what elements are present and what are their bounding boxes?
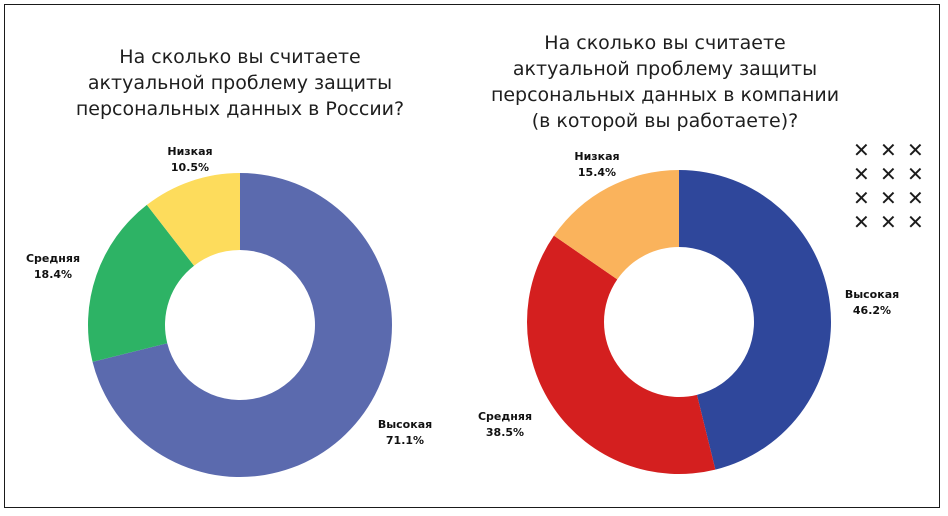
cross-icon: ✕ [880, 210, 897, 234]
title-line: актуальной проблему защиты [512, 58, 818, 80]
slice-category-label: Высокая [378, 418, 432, 431]
cross-icon: ✕ [880, 186, 897, 210]
donut-slice-medium [527, 235, 716, 475]
slice-category-label: Средняя [478, 410, 532, 423]
slice-value-label: 10.5% [171, 161, 209, 174]
cross-icon: ✕ [907, 162, 924, 186]
title-line: (в которой вы работаете)? [531, 110, 799, 132]
slice-value-label: 18.4% [34, 268, 72, 281]
donut-chart-right: Высокая 46.2% Средняя 38.5% Низкая 15.4% [478, 150, 899, 475]
cross-icon: ✕ [853, 138, 870, 162]
slice-category-label: Средняя [26, 252, 80, 265]
donut-slice-high [92, 173, 392, 477]
cross-icon: ✕ [907, 138, 924, 162]
slice-value-label: 71.1% [386, 434, 424, 447]
cross-icon: ✕ [907, 186, 924, 210]
slice-value-label: 15.4% [578, 166, 616, 179]
slice-value-label: 46.2% [853, 304, 891, 317]
donut-slice-high [679, 170, 831, 470]
slice-value-label: 38.5% [486, 426, 524, 439]
cross-pattern-icon: ✕ ✕ ✕ ✕ ✕ ✕ ✕ ✕ ✕ ✕ ✕ ✕ [853, 138, 933, 234]
cross-icon: ✕ [880, 138, 897, 162]
cross-icon: ✕ [853, 210, 870, 234]
chart-title-left: На сколько вы считаете актуальной пробле… [60, 44, 420, 122]
donut-slice-low [146, 173, 240, 266]
cross-icon: ✕ [853, 162, 870, 186]
chart-title-right: На сколько вы считаете актуальной пробле… [480, 30, 850, 134]
title-line: актуальной проблему защиты [87, 72, 393, 94]
title-line: На сколько вы считаете [119, 46, 361, 68]
title-line: На сколько вы считаете [544, 32, 786, 54]
donut-slice-low [553, 170, 679, 280]
slice-category-label: Низкая [574, 150, 619, 163]
donut-chart-left: Высокая 71.1% Средняя 18.4% Низкая 10.5% [26, 145, 432, 477]
cross-icon: ✕ [880, 162, 897, 186]
slice-category-label: Низкая [167, 145, 212, 158]
cross-icon: ✕ [907, 210, 924, 234]
slice-category-label: Высокая [845, 288, 899, 301]
cross-icon: ✕ [853, 186, 870, 210]
title-line: персональных данных в России? [75, 98, 405, 120]
title-line: персональных данных в компании [490, 84, 840, 106]
donut-slice-medium [88, 204, 195, 362]
